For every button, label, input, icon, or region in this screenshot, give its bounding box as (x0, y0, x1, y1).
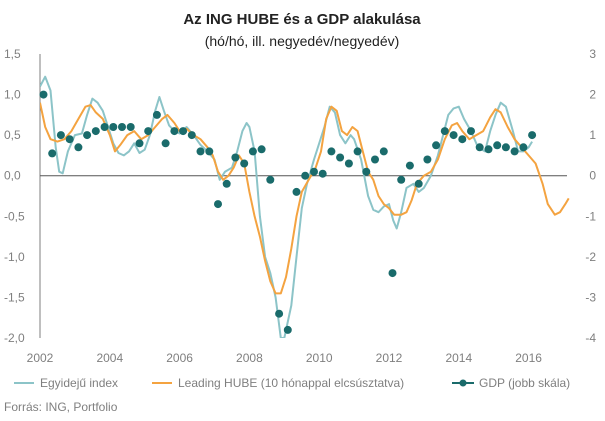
x-tick-label: 2002 (27, 351, 54, 365)
y-left-tick-label: 0,0 (4, 169, 21, 183)
gdp-point (414, 179, 423, 188)
gdp-point (432, 141, 441, 150)
gdp-point (83, 131, 92, 140)
gdp-point (109, 123, 118, 131)
gdp-point (266, 175, 275, 184)
y-left-tick-label: -1,5 (4, 290, 25, 304)
x-tick-label: 2008 (236, 351, 263, 365)
gdp-point (91, 127, 100, 136)
gdp-point (344, 159, 353, 168)
gdp-point (449, 131, 458, 140)
x-tick-label: 2006 (166, 351, 193, 365)
gdp-point (467, 127, 475, 136)
y-right-tick-label: -3 (585, 290, 596, 304)
gdp-point (283, 325, 292, 334)
gdp-point (222, 179, 231, 188)
gdp-point (528, 131, 537, 140)
gdp-point (388, 269, 397, 278)
gdp-point (353, 147, 362, 156)
gdp-point (144, 127, 153, 136)
gdp-point (126, 123, 135, 131)
y-right-tick-label: 0 (589, 169, 596, 183)
x-tick-label: 2014 (445, 351, 472, 365)
gdp-point (161, 139, 170, 148)
gdp-point (118, 123, 126, 131)
y-left-tick-label: -2,0 (4, 331, 25, 345)
gdp-point (187, 131, 196, 140)
gdp-point (196, 147, 205, 156)
gdp-point (135, 139, 144, 148)
gdp-point (510, 147, 519, 156)
gdp-point (440, 127, 449, 136)
gdp-point (493, 141, 502, 150)
gdp-point (405, 161, 414, 170)
source-note: Forrás: ING, Portfolio (4, 400, 118, 414)
gdp-point (240, 159, 249, 168)
gdp-point (371, 155, 379, 164)
gdp-point (301, 171, 310, 180)
gdp-point (152, 110, 161, 119)
legend-egyideju: Egyidejű index (40, 376, 118, 390)
x-tick-label: 2016 (515, 351, 542, 365)
gdp-point (56, 131, 65, 140)
legend: Egyidejű index Leading HUBE (10 hónappal… (14, 376, 570, 390)
gdp-point (397, 175, 406, 184)
gdp-point (257, 145, 266, 154)
gdp-point (275, 309, 284, 318)
gdp-point (100, 123, 109, 131)
gdp-point (379, 147, 388, 156)
legend-leading: Leading HUBE (10 hónappal elcsúsztatva) (178, 376, 404, 390)
x-tick-label: 2004 (96, 351, 123, 365)
x-tick-label: 2012 (376, 351, 403, 365)
gdp-point (519, 143, 528, 152)
gdp-point (170, 127, 179, 136)
y-left-tick-label: 0,5 (4, 128, 21, 142)
y-right-tick-label: -4 (585, 331, 596, 345)
gdp-point (65, 135, 74, 144)
y-left-tick-label: 1,0 (4, 88, 21, 102)
gdp-point (362, 167, 371, 176)
gdp-point (39, 90, 48, 99)
gdp-point (475, 143, 484, 152)
gdp-point (179, 127, 188, 136)
gdp-point (501, 143, 510, 152)
series-line-egyideju-index (40, 75, 533, 338)
gdp-point (310, 167, 318, 176)
y-right-tick-label: -2 (585, 250, 596, 264)
chart-title: Az ING HUBE és a GDP alakulása (183, 11, 421, 28)
series-line-leading-hube (40, 102, 570, 295)
plot-area: 1,5 1,0 0,5 0,0 -0,5 -1,0 -1,5 -2,0 3 2 1 0 -1 -2 -3 -4… (4, 47, 596, 365)
y-right-tick-label: 3 (589, 47, 596, 61)
x-tick-label: 2010 (306, 351, 333, 365)
gdp-point (214, 200, 222, 209)
y-left-tick-label: 1,5 (4, 47, 21, 61)
gdp-point (484, 145, 493, 154)
gdp-point (318, 169, 327, 178)
gdp-point (336, 153, 345, 162)
gdp-point (458, 135, 467, 144)
gdp-point (48, 149, 57, 158)
legend-gdp: GDP (jobb skála) (479, 376, 570, 390)
gdp-point (292, 187, 301, 196)
y-left-tick-label: -0,5 (4, 209, 25, 223)
y-right-tick-label: -1 (585, 209, 596, 223)
gdp-point (248, 147, 257, 156)
chart-subtitle: (hó/hó, ill. negyedév/negyedév) (205, 33, 400, 49)
y-right-tick-label: 2 (589, 88, 596, 102)
gdp-point (327, 147, 336, 156)
gdp-point (231, 153, 240, 162)
gdp-point (205, 147, 214, 156)
y-left-tick-label: -1,0 (4, 250, 25, 264)
gdp-point (423, 155, 432, 164)
gdp-point (74, 143, 83, 152)
y-right-tick-label: 1 (589, 128, 596, 142)
